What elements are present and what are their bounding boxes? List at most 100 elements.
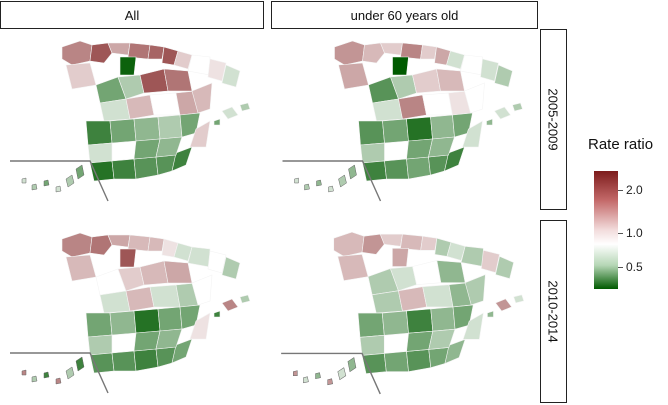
province-region [189, 120, 211, 148]
province-region [406, 156, 431, 180]
canary-island [337, 367, 347, 381]
province-region [392, 248, 409, 267]
inset-separator-line [10, 160, 109, 202]
canary-island [65, 174, 75, 188]
row-header-label: 2010-2014 [546, 280, 562, 343]
province-region [436, 260, 466, 283]
province-region [163, 260, 193, 284]
province-region [87, 142, 113, 164]
province-region [359, 334, 385, 356]
choropleth-map [10, 40, 251, 202]
province-region [362, 160, 387, 182]
province-region [111, 158, 137, 180]
province-region [372, 98, 403, 122]
province-region [444, 338, 466, 365]
province-region [191, 82, 213, 114]
province-region [480, 58, 499, 82]
province-region [406, 116, 433, 142]
province-region [357, 312, 385, 338]
province-region [392, 56, 409, 76]
canary-island [348, 164, 357, 180]
province-region [239, 294, 251, 304]
province-region [99, 98, 131, 122]
province-region [462, 312, 484, 340]
province-region [487, 310, 494, 318]
province-region [428, 136, 455, 158]
province-region [221, 64, 241, 88]
province-region [99, 290, 131, 314]
province-region [213, 118, 221, 126]
province-region [147, 44, 165, 60]
province-region [361, 353, 387, 375]
province-region [109, 310, 137, 336]
legend-tick [618, 267, 623, 268]
province-region [481, 249, 500, 273]
province-region [422, 92, 453, 116]
province-region [239, 102, 251, 112]
map-panel-all-2010-2014 [0, 220, 264, 403]
province-region [187, 246, 211, 268]
canary-island [327, 378, 334, 386]
choropleth-map [282, 40, 523, 202]
province-region [446, 50, 465, 70]
province-region [157, 114, 183, 140]
province-region [460, 54, 483, 76]
province-region [362, 42, 385, 64]
province-region [155, 136, 183, 158]
province-region [187, 54, 211, 76]
province-region [173, 242, 193, 262]
province-region [221, 106, 239, 120]
province-region [464, 82, 485, 114]
province-region [89, 42, 113, 64]
province-region [89, 352, 115, 374]
province-region [155, 346, 177, 368]
province-region [207, 58, 227, 82]
row-header-label: 2005-2009 [546, 88, 562, 151]
canary-island [55, 185, 62, 193]
province-region [133, 348, 159, 372]
province-region [430, 114, 455, 140]
province-region [513, 294, 525, 304]
province-region [381, 310, 409, 336]
province-region [495, 255, 515, 280]
province-region [360, 142, 385, 164]
province-region [89, 160, 115, 182]
province-region [384, 158, 409, 180]
province-region [398, 94, 427, 120]
canary-island [315, 372, 321, 380]
province-region [428, 154, 449, 176]
canary-island [347, 357, 357, 373]
legend-color-bar [594, 171, 618, 289]
canary-island [31, 183, 38, 191]
row-header-2010-2014: 2010-2014 [540, 220, 567, 403]
map-panel-under60-2010-2014 [271, 220, 538, 403]
province-region [133, 308, 161, 334]
province-region [358, 120, 385, 146]
map-panel-all-2005-2009 [0, 29, 264, 210]
province-region [361, 233, 385, 255]
province-region [163, 68, 193, 92]
canary-island [55, 377, 62, 385]
province-region [462, 120, 483, 148]
canary-island [338, 174, 347, 188]
province-region [191, 274, 213, 306]
province-region [412, 68, 441, 94]
province-region [109, 118, 137, 144]
province-region [334, 40, 365, 66]
column-header-under-60: under 60 years old [271, 1, 538, 29]
province-region [436, 68, 465, 92]
canary-island [294, 177, 299, 184]
canary-island [328, 185, 334, 193]
province-region [406, 308, 434, 334]
row-header-2005-2009: 2005-2009 [540, 29, 567, 210]
province-region [85, 312, 113, 338]
province-region [207, 250, 227, 274]
province-region [494, 106, 511, 120]
province-region [486, 118, 493, 126]
canary-island [21, 369, 27, 376]
province-region [371, 290, 403, 314]
canary-island [75, 164, 85, 180]
province-region [420, 44, 437, 60]
inset-separator-line [281, 352, 381, 395]
column-header-label: All [124, 7, 140, 23]
